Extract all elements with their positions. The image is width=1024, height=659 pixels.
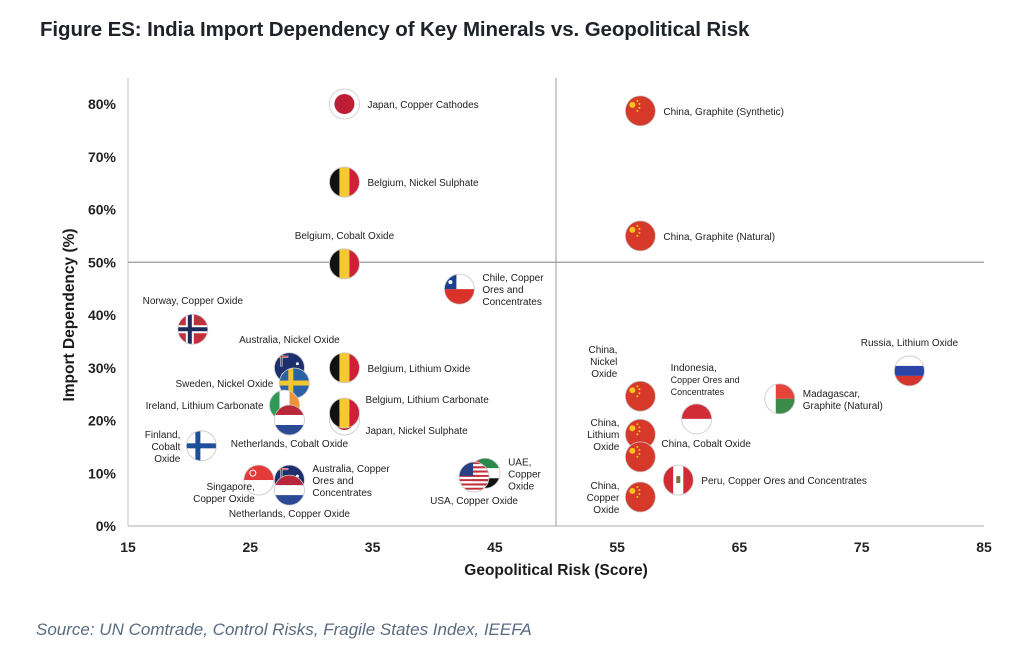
x-tick-label: 25 xyxy=(242,539,258,555)
point-label: Ireland, Lithium Carbonate xyxy=(146,401,264,412)
x-tick-label: 75 xyxy=(854,539,870,555)
singapore-flag-icon xyxy=(243,465,274,496)
y-tick-label: 80% xyxy=(88,96,117,112)
point-label: Chile, Copper Ores and Concentrates xyxy=(482,273,544,308)
data-point-belgium-lithium-oxide xyxy=(329,352,360,384)
madagascar-flag-icon xyxy=(764,383,795,414)
tick-labels: 15 25 35 45 55 65 75 85 0% 10% 20% 30% 40% 50% 60% 70% 8… xyxy=(88,96,992,555)
point-label: Indonesia, Copper Ores and Concentrates xyxy=(671,363,740,397)
data-point-indonesia-copper-ores-and-concentrates xyxy=(681,403,713,435)
data-point-singapore-copper-oxide xyxy=(243,464,275,496)
point-label: UAE, Copper Oxide xyxy=(508,457,541,492)
y-tick-label: 70% xyxy=(88,149,117,165)
x-tick-label: 35 xyxy=(365,539,381,555)
point-label: Japan, Nickel Sulphate xyxy=(365,426,468,437)
point-label: China, Copper Oxide xyxy=(587,481,620,516)
belgium-flag-icon xyxy=(329,352,360,383)
belgium-flag-icon xyxy=(329,248,360,279)
data-point-belgium-lithium-carbonate xyxy=(329,397,360,429)
point-label: Australia, Nickel Oxide xyxy=(239,335,340,346)
peru-flag-icon xyxy=(663,465,694,496)
data-point-peru-copper-ores-and-concentrates xyxy=(662,464,694,496)
x-tick-label: 85 xyxy=(976,539,992,555)
data-points: Japan, Copper Cathodes Belgium, Nickel Su… xyxy=(143,88,959,520)
point-label: Australia, Copper Ores and Concentrates xyxy=(312,464,390,499)
data-point-china-nickel-oxide xyxy=(624,380,656,412)
data-point-belgium-cobalt-oxide xyxy=(329,248,360,280)
point-label: Belgium, Nickel Sulphate xyxy=(367,178,479,189)
china-flag-icon xyxy=(625,441,656,472)
point-label: Russia, Lithium Oxide xyxy=(861,338,959,349)
data-point-china-copper-oxide xyxy=(624,481,656,513)
belgium-flag-icon xyxy=(329,398,360,429)
y-tick-label: 60% xyxy=(88,202,117,218)
chile-flag-icon xyxy=(444,274,475,305)
data-point-usa-copper-oxide xyxy=(458,461,490,493)
china-flag-icon xyxy=(625,95,656,126)
x-tick-label: 65 xyxy=(732,539,748,555)
y-tick-label: 20% xyxy=(88,413,117,429)
belgium-flag-icon xyxy=(329,167,360,198)
data-point-japan-copper-cathodes xyxy=(329,88,360,120)
indonesia-flag-icon xyxy=(681,403,712,434)
data-point-china-graphite-synthetic xyxy=(624,95,656,127)
x-axis-title: Geopolitical Risk (Score) xyxy=(464,562,647,579)
point-label: Belgium, Lithium Oxide xyxy=(367,364,470,375)
data-point-chile-copper-ores-and-concentrates xyxy=(443,273,475,305)
point-label: Singapore, Copper Oxide xyxy=(193,482,255,505)
source-note: Source: UN Comtrade, Control Risks, Frag… xyxy=(36,620,532,639)
data-point-finland-cobalt-oxide xyxy=(185,430,217,462)
point-label: Netherlands, Copper Oxide xyxy=(229,509,351,520)
point-label: Norway, Copper Oxide xyxy=(143,296,244,307)
y-axis-title: Import Dependency (%) xyxy=(61,228,78,401)
data-point-china-graphite-natural xyxy=(624,220,656,252)
finland-flag-icon xyxy=(186,430,217,461)
figure-title: Figure ES: India Import Dependency of Ke… xyxy=(40,18,750,41)
china-flag-icon xyxy=(625,381,656,412)
japan-flag-icon xyxy=(329,89,360,119)
point-label: China, Graphite (Natural) xyxy=(663,232,775,243)
point-label: Sweden, Nickel Oxide xyxy=(175,379,273,390)
point-label: Japan, Copper Cathodes xyxy=(367,100,478,111)
china-flag-icon xyxy=(625,220,656,251)
x-tick-label: 45 xyxy=(487,539,503,555)
x-tick-label: 15 xyxy=(120,539,136,555)
data-point-netherlands-cobalt-oxide xyxy=(274,404,305,436)
x-tick-label: 55 xyxy=(609,539,625,555)
russia-flag-icon xyxy=(894,355,925,386)
point-label: Peru, Copper Ores and Concentrates xyxy=(701,476,867,487)
data-point-madagascar-graphite-natural xyxy=(764,383,796,415)
data-point-china-cobalt-oxide xyxy=(624,441,656,473)
ireland-flag-icon xyxy=(269,390,300,421)
point-label: China, Nickel Oxide xyxy=(588,345,617,380)
point-label: Netherlands, Cobalt Oxide xyxy=(231,439,349,450)
point-label: China, Lithium Oxide xyxy=(587,418,620,453)
norway-flag-icon xyxy=(177,314,208,345)
y-tick-label: 30% xyxy=(88,360,117,376)
netherlands-flag-icon xyxy=(274,404,305,435)
y-tick-label: 10% xyxy=(88,465,117,481)
data-point-norway-copper-oxide xyxy=(177,313,209,345)
point-label: China, Graphite (Synthetic) xyxy=(663,107,784,118)
y-tick-label: 50% xyxy=(88,254,117,270)
point-label: Finland, Cobalt Oxide xyxy=(145,430,181,465)
y-tick-label: 0% xyxy=(96,518,117,534)
data-point-netherlands-copper-oxide xyxy=(274,474,305,506)
china-flag-icon xyxy=(625,481,656,512)
data-point-belgium-nickel-sulphate xyxy=(329,166,360,198)
point-label: China, Cobalt Oxide xyxy=(661,439,751,450)
china-flag-icon xyxy=(625,419,656,450)
netherlands-flag-icon xyxy=(274,475,305,506)
point-label: Madagascar, Graphite (Natural) xyxy=(803,389,883,412)
y-tick-label: 40% xyxy=(88,307,117,323)
point-labels: Japan, Copper Cathodes Belgium, Nickel Su… xyxy=(143,100,959,520)
axes xyxy=(127,78,984,527)
point-label: Belgium, Cobalt Oxide xyxy=(295,231,395,242)
data-point-russia-lithium-oxide xyxy=(894,355,925,387)
point-label: Belgium, Lithium Carbonate xyxy=(365,395,489,406)
point-label: USA, Copper Oxide xyxy=(430,496,518,507)
